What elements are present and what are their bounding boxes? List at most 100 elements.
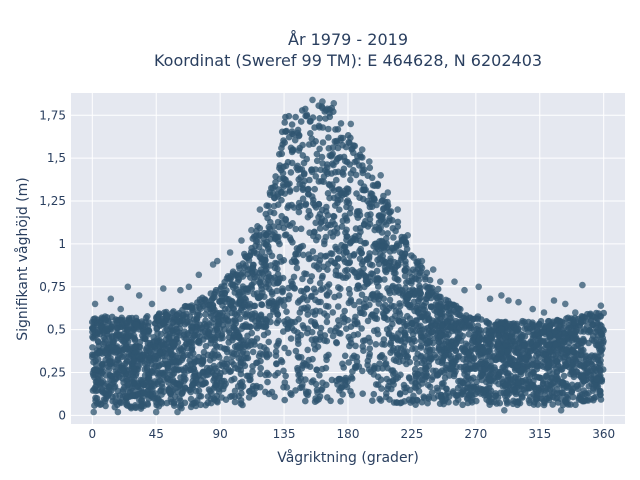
data-point <box>536 353 543 361</box>
data-point <box>295 203 303 211</box>
data-point <box>302 105 309 113</box>
data-point <box>546 386 554 393</box>
data-point <box>497 319 505 326</box>
data-point <box>560 372 568 380</box>
outlier-point <box>501 407 508 414</box>
data-point <box>418 380 426 387</box>
data-point <box>236 333 243 341</box>
data-point <box>308 166 315 174</box>
data-point <box>211 383 219 391</box>
data-point <box>370 390 378 398</box>
data-point <box>125 331 133 339</box>
data-point <box>384 266 391 273</box>
data-point <box>210 315 218 323</box>
data-point <box>383 235 390 242</box>
data-point <box>595 310 602 317</box>
data-point <box>521 333 529 340</box>
data-point <box>522 356 530 364</box>
data-point <box>175 347 183 354</box>
data-point <box>358 325 365 332</box>
outlier-point <box>429 266 437 273</box>
data-point <box>392 227 399 235</box>
data-point <box>257 292 265 300</box>
data-point <box>355 162 363 169</box>
data-point <box>241 362 249 370</box>
data-point <box>291 285 299 292</box>
data-point <box>249 368 256 375</box>
data-point <box>401 272 409 280</box>
data-point <box>567 370 574 378</box>
data-point <box>569 361 576 368</box>
data-point <box>381 276 388 283</box>
data-point <box>309 140 317 148</box>
data-point <box>300 324 308 332</box>
data-point <box>245 394 253 401</box>
data-point <box>443 338 450 345</box>
data-point <box>426 348 433 356</box>
data-point <box>300 251 307 259</box>
data-point <box>370 371 378 378</box>
x-tick-label: 180 <box>337 427 360 441</box>
data-point <box>359 343 367 350</box>
data-point <box>315 178 323 185</box>
data-point <box>316 372 323 379</box>
data-point <box>321 332 329 339</box>
data-point <box>267 218 274 226</box>
data-point <box>268 388 276 396</box>
data-point <box>275 186 282 193</box>
data-point <box>303 111 311 119</box>
data-point <box>238 355 245 363</box>
outlier-point <box>91 300 99 308</box>
data-point <box>580 328 588 335</box>
data-point <box>375 225 383 232</box>
outlier-point <box>377 172 385 179</box>
outlier-point <box>572 309 579 316</box>
data-point <box>454 334 462 341</box>
data-point <box>426 276 434 284</box>
data-point <box>433 384 441 392</box>
data-point <box>307 254 314 262</box>
data-point <box>416 282 423 290</box>
data-point <box>108 343 116 351</box>
outlier-point <box>515 298 522 306</box>
data-point <box>138 403 145 411</box>
data-point <box>446 315 454 322</box>
data-point <box>572 401 579 409</box>
data-point <box>351 142 359 150</box>
data-point <box>297 287 305 295</box>
data-point <box>365 366 373 373</box>
data-point <box>308 292 315 300</box>
data-point <box>146 375 153 383</box>
x-axis-ticks: 0 45 90 135 180 225 270 315 360 <box>88 427 615 441</box>
data-point <box>286 292 293 299</box>
data-point <box>208 352 215 360</box>
data-point <box>326 110 333 117</box>
outlier-point <box>384 189 392 196</box>
data-point <box>354 320 361 328</box>
data-point <box>366 216 374 223</box>
data-point <box>109 397 116 405</box>
outlier-point <box>195 271 203 279</box>
data-point <box>174 354 182 362</box>
data-point <box>171 393 179 401</box>
data-point <box>264 378 271 386</box>
data-point <box>294 299 302 306</box>
data-point <box>263 230 271 238</box>
data-point <box>121 346 129 353</box>
data-point <box>266 312 274 320</box>
data-point <box>432 334 439 342</box>
outlier-point <box>418 257 426 265</box>
data-point <box>308 328 316 336</box>
data-point <box>295 371 302 379</box>
data-point <box>453 356 460 364</box>
data-point <box>489 368 497 376</box>
data-point <box>454 329 461 336</box>
outlier-point <box>562 300 569 308</box>
data-point <box>359 390 367 398</box>
data-point <box>326 152 334 159</box>
outlier-point <box>248 226 255 234</box>
data-point <box>411 337 419 345</box>
data-point <box>177 397 184 405</box>
data-point <box>243 354 250 362</box>
data-point <box>281 119 289 126</box>
